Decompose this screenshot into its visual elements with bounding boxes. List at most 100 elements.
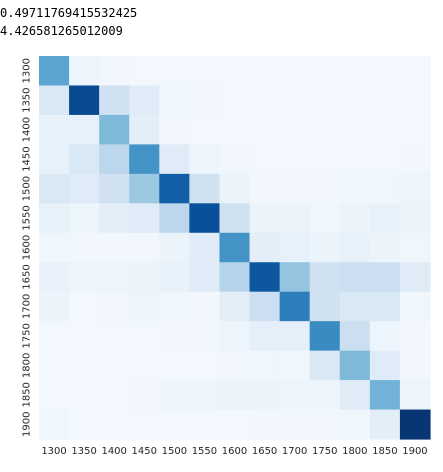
heatmap-cell <box>249 114 281 145</box>
heatmap-cell <box>339 85 371 116</box>
y-tick-label: 1650 <box>22 264 33 289</box>
y-tick-label: 1600 <box>22 235 33 260</box>
heatmap-cell <box>249 380 281 411</box>
y-tick-label: 1450 <box>22 146 33 171</box>
heatmap-cell <box>189 380 221 411</box>
y-tick-label: 1800 <box>22 353 33 378</box>
heatmap-cell <box>279 409 311 440</box>
heatmap-cell <box>279 321 311 352</box>
heatmap-cell <box>99 56 130 87</box>
output-line-2: 4.426581265012009 <box>0 24 123 38</box>
y-tick-label: 1850 <box>22 382 33 407</box>
heatmap-cell <box>309 114 341 145</box>
heatmap-cell <box>219 321 251 352</box>
heatmap-cell <box>99 380 130 411</box>
heatmap-cell <box>129 350 160 381</box>
x-tick-label: 1350 <box>71 446 96 457</box>
heatmap-cell <box>69 291 100 322</box>
heatmap-cell <box>249 321 281 352</box>
heatmap-cell <box>399 56 431 87</box>
heatmap-cell <box>189 144 221 175</box>
heatmap-cell <box>159 262 190 293</box>
heatmap-cell <box>159 380 190 411</box>
heatmap-cell <box>99 321 130 352</box>
heatmap-cell <box>339 56 371 87</box>
y-tick-label: 1700 <box>22 294 33 319</box>
heatmap-cell <box>399 85 431 116</box>
y-tick-label: 1550 <box>22 205 33 230</box>
heatmap-cell <box>39 232 70 263</box>
heatmap-cell <box>249 350 281 381</box>
heatmap-cell <box>369 144 401 175</box>
heatmap-cell <box>369 56 401 87</box>
heatmap-cell <box>339 321 371 352</box>
y-tick-label: 1350 <box>22 87 33 112</box>
heatmap-cell <box>339 380 371 411</box>
heatmap-cell <box>129 232 160 263</box>
heatmap-cell <box>69 232 100 263</box>
heatmap-cell <box>99 85 130 116</box>
heatmap-cell <box>99 291 130 322</box>
heatmap-cell <box>159 321 190 352</box>
heatmap-cell <box>279 56 311 87</box>
heatmap-cells <box>39 56 431 440</box>
heatmap-cell <box>249 203 281 234</box>
heatmap-cell <box>189 85 221 116</box>
heatmap-cell <box>399 380 431 411</box>
heatmap-cell <box>69 173 100 204</box>
heatmap-cell <box>99 262 130 293</box>
x-tick-label: 1750 <box>312 446 337 457</box>
heatmap-cell <box>249 291 281 322</box>
heatmap-cell <box>69 114 100 145</box>
heatmap-cell <box>369 114 401 145</box>
heatmap-cell <box>39 203 70 234</box>
heatmap-cell <box>129 173 160 204</box>
heatmap-cell <box>189 203 221 234</box>
heatmap-cell <box>69 321 100 352</box>
y-tick-labels: 1300 1350 1400 1450 1500 1550 1600 1650 1700 1750… <box>22 58 33 437</box>
heatmap-cell <box>369 173 401 204</box>
heatmap-cell <box>249 56 281 87</box>
y-tick-label: 1400 <box>22 117 33 142</box>
heatmap-cell <box>219 380 251 411</box>
heatmap-cell <box>279 350 311 381</box>
heatmap-cell <box>189 114 221 145</box>
heatmap-cell <box>39 321 70 352</box>
heatmap-cell <box>69 409 100 440</box>
heatmap-cell <box>129 262 160 293</box>
y-tick-label: 1750 <box>22 323 33 348</box>
heatmap-cell <box>219 262 251 293</box>
heatmap-cell <box>219 56 251 87</box>
heatmap-cell <box>189 321 221 352</box>
heatmap-cell <box>69 56 100 87</box>
heatmap-cell <box>339 350 371 381</box>
heatmap-cell <box>249 144 281 175</box>
heatmap-cell <box>39 350 70 381</box>
heatmap-cell <box>189 173 221 204</box>
heatmap-cell <box>369 350 401 381</box>
heatmap-cell <box>339 173 371 204</box>
heatmap-cell <box>39 173 70 204</box>
heatmap-cell <box>309 144 341 175</box>
heatmap-cell <box>279 232 311 263</box>
heatmap-cell <box>369 232 401 263</box>
heatmap-cell <box>219 114 251 145</box>
output-line-1: 0.49711769415532425 <box>0 6 138 20</box>
heatmap-cell <box>69 203 100 234</box>
heatmap-cell <box>309 173 341 204</box>
heatmap-cell <box>39 56 70 87</box>
heatmap-cell <box>129 114 160 145</box>
heatmap-cell <box>219 203 251 234</box>
x-tick-label: 1800 <box>342 446 367 457</box>
heatmap-cell <box>39 85 70 116</box>
heatmap-cell <box>159 114 190 145</box>
heatmap-cell <box>279 380 311 411</box>
heatmap-cell <box>399 350 431 381</box>
heatmap-cell <box>99 144 130 175</box>
heatmap-cell <box>309 232 341 263</box>
x-tick-label: 1400 <box>101 446 126 457</box>
heatmap-cell <box>339 409 371 440</box>
heatmap-cell <box>399 232 431 263</box>
heatmap-cell <box>369 409 401 440</box>
